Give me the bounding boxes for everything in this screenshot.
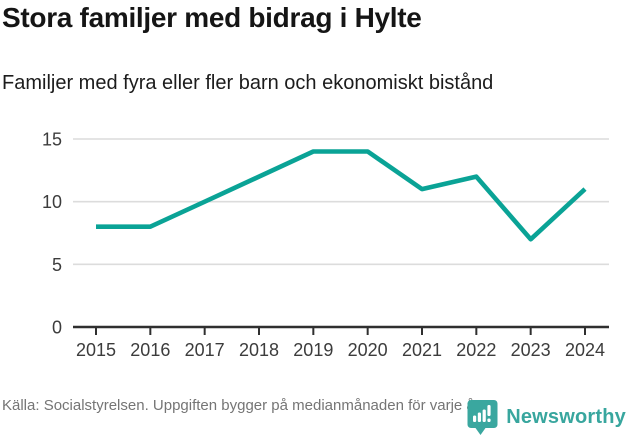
brand-name: Newsworthy: [506, 406, 626, 428]
x-tick-label: 2022: [456, 340, 496, 360]
x-tick-label: 2024: [565, 340, 605, 360]
y-tick-label: 5: [52, 255, 62, 275]
x-tick-label: 2017: [185, 340, 225, 360]
x-tick-label: 2018: [239, 340, 279, 360]
x-tick-label: 2023: [511, 340, 551, 360]
speech-bubble-shape: [467, 400, 498, 435]
bar-chart-glyph: [473, 405, 491, 422]
brand-lockup: Newsworthy: [467, 399, 626, 436]
x-tick-label: 2021: [402, 340, 442, 360]
x-tick-label: 2015: [76, 340, 116, 360]
x-tick-label: 2019: [293, 340, 333, 360]
x-tick-label: 2020: [348, 340, 388, 360]
y-tick-label: 10: [42, 192, 62, 212]
y-tick-label: 15: [42, 130, 62, 150]
y-tick-label: 0: [52, 318, 62, 338]
chart-subtitle: Familjer med fyra eller fler barn och ek…: [2, 72, 494, 94]
data-line-series: [96, 149, 587, 242]
chart-title: Stora familjer med bidrag i Hylte: [2, 2, 422, 33]
source-note: Källa: Socialstyrelsen. Uppgiften bygger…: [2, 397, 480, 414]
x-tick-label: 2016: [130, 340, 170, 360]
newsworthy-logo-icon: [467, 400, 498, 435]
line-chart: 0 5 10 15 2015 2016 2017 2018 2019 2020 2021 2022 20…: [42, 130, 609, 360]
